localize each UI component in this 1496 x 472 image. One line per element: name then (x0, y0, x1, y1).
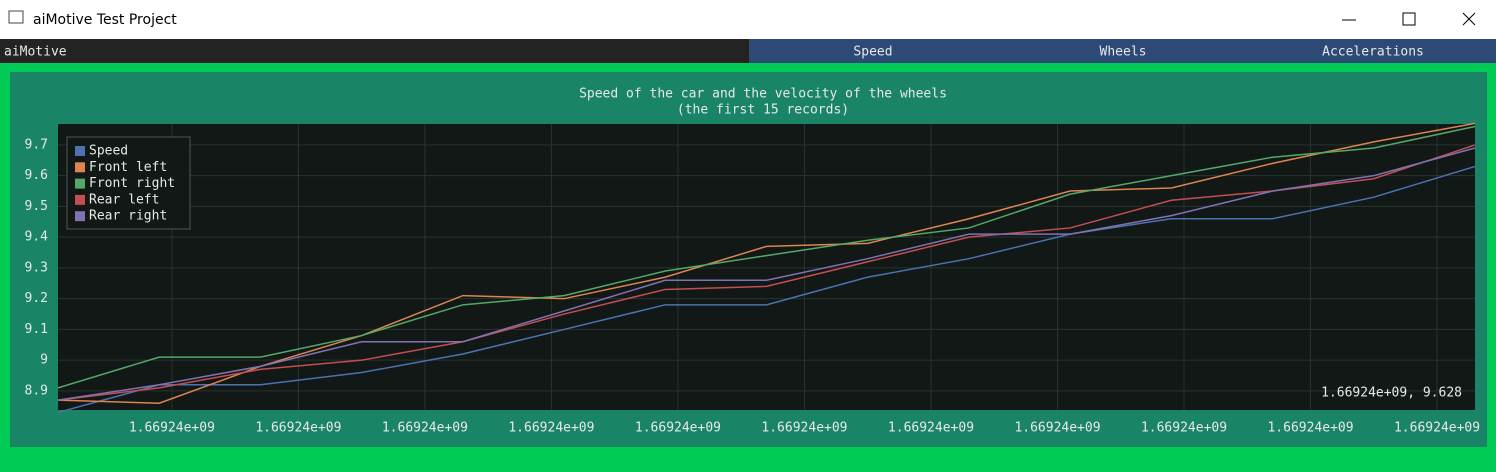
tab[interactable]: Accelerations (1322, 45, 1424, 60)
series-line (57, 147, 1476, 401)
cursor-readout: 1.66924e+09, 9.628 (1321, 386, 1462, 401)
menu-app: aiMotive (4, 45, 67, 60)
y-tick-label: 9.2 (25, 291, 48, 306)
x-tick-label: 1.66924e+09 (888, 421, 974, 436)
y-tick-label: 9.4 (25, 230, 49, 245)
y-tick-label: 8.9 (25, 383, 48, 398)
tab[interactable]: Wheels (1100, 45, 1147, 60)
y-tick-label: 9 (40, 353, 48, 368)
chart-subtitle: (the first 15 records) (677, 103, 849, 118)
x-tick-label: 1.66924e+09 (761, 421, 847, 436)
x-tick-label: 1.66924e+09 (1394, 421, 1480, 436)
legend-label: Rear left (89, 192, 159, 207)
series-line (57, 165, 1476, 414)
menu-bar (0, 39, 749, 63)
y-tick-label: 9.5 (25, 199, 48, 214)
close[interactable] (1462, 12, 1476, 26)
tab-bar (749, 39, 1496, 63)
legend-box (66, 136, 191, 230)
legend-swatch (75, 178, 85, 189)
x-tick-label: 1.66924e+09 (255, 421, 341, 436)
series-line (57, 144, 1476, 401)
x-tick-label: 1.66924e+09 (1014, 421, 1100, 436)
app-icon (8, 10, 24, 24)
legend-swatch (75, 146, 85, 156)
series-line (57, 122, 1476, 404)
legend-label: Speed (89, 144, 128, 159)
y-tick-label: 9.7 (25, 137, 48, 152)
plot: 8.9 9 9.1 9.2 9.3 9.4 9.5 9.6 9.7 1.66924e+09 1.66… (25, 122, 1480, 436)
title-bar (0, 0, 1496, 39)
legend-swatch (75, 162, 85, 173)
maximize[interactable] (1402, 12, 1416, 26)
plot-area (58, 124, 1475, 410)
tab[interactable]: Speed (853, 45, 892, 60)
legend-swatch (75, 211, 85, 222)
legend-label: Front right (89, 176, 175, 191)
legend-label: Rear right (89, 209, 167, 224)
x-tick-label: 1.66924e+09 (382, 421, 468, 436)
window-title: aiMotive Test Project (33, 12, 177, 28)
legend-swatch (75, 194, 85, 205)
y-tick-label: 9.3 (25, 260, 48, 275)
x-tick-label: 1.66924e+09 (1267, 421, 1353, 436)
x-tick-label: 1.66924e+09 (1141, 421, 1227, 436)
x-tick-label: 1.66924e+09 (508, 421, 594, 436)
y-tick-label: 9.1 (25, 322, 48, 337)
y-tick-label: 9.6 (25, 168, 48, 183)
x-tick-label: 1.66924e+09 (129, 421, 215, 436)
chart-title: Speed of the car and the velocity of the… (579, 87, 947, 102)
legend-label: Front left (89, 160, 167, 175)
x-tick-label: 1.66924e+09 (635, 421, 721, 436)
series-line (57, 125, 1476, 389)
